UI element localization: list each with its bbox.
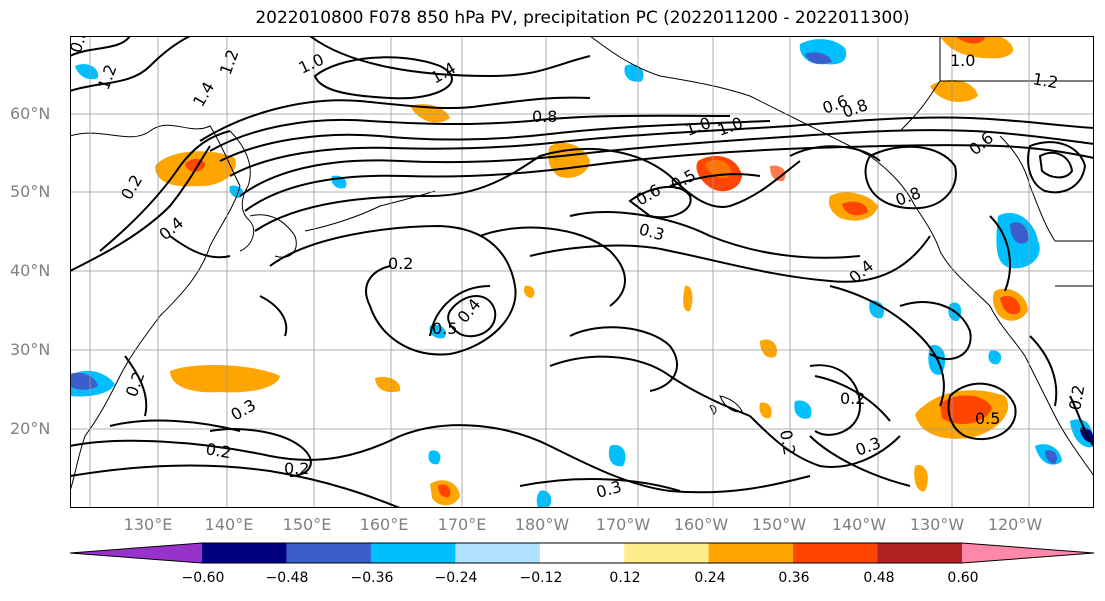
contour-label: 1.2 xyxy=(94,62,121,92)
contour-label: 0.3 xyxy=(637,220,667,245)
contour-label: 0.8 xyxy=(532,107,557,126)
lat-label: 60°N xyxy=(10,104,51,123)
lon-label: 160°E xyxy=(359,515,409,534)
contour-label: 0.3 xyxy=(228,395,260,424)
lon-label: 120°W xyxy=(987,515,1043,534)
coastlines xyxy=(70,36,1094,492)
colorbar-segment xyxy=(793,543,879,563)
contour-label: 1.4 xyxy=(189,78,218,110)
colorbar-segment xyxy=(708,543,794,563)
colorbar-tick: −0.24 xyxy=(434,570,478,586)
contour-label: 0.5 xyxy=(975,409,1000,428)
colorbar-segment xyxy=(455,543,541,563)
map-panel: 0.8 1.2 1.0 1.4 1.4 1.2 1.0 0.8 1.0 0.6 … xyxy=(70,36,1094,508)
colorbar-tick: 0.12 xyxy=(609,570,641,586)
colorbar-tick: −0.60 xyxy=(181,570,225,586)
colorbar-segment xyxy=(286,543,372,563)
lon-label: 130°W xyxy=(909,515,965,534)
colorbar-segments xyxy=(69,542,1095,564)
contour-label: 1.0 xyxy=(950,51,975,70)
colorbar-segment xyxy=(539,543,625,563)
colorbar-tick: −0.48 xyxy=(265,570,309,586)
colorbar-segment xyxy=(70,543,202,563)
contour-label: 1.0 xyxy=(683,113,713,140)
colorbar-segment xyxy=(877,543,963,563)
contour-label: 0.6 xyxy=(633,180,665,209)
precip-shading xyxy=(70,36,1094,508)
contour-label: 0.8 xyxy=(70,36,92,55)
contour-label: 0.8 xyxy=(893,183,923,210)
contour-label: 1.0 xyxy=(296,50,327,78)
lon-label: 160°W xyxy=(673,515,729,534)
lon-label: 130°E xyxy=(123,515,173,534)
contour-label: 0.2 xyxy=(388,254,413,273)
colorbar-segment xyxy=(962,543,1094,563)
lat-label: 20°N xyxy=(10,419,51,438)
lon-label: 170°E xyxy=(437,515,487,534)
contour-label: 0.2 xyxy=(776,428,799,456)
contour-label: 1.0 xyxy=(715,113,745,140)
contour-label: 0.5 xyxy=(668,165,700,194)
colorbar-tick: 0.60 xyxy=(947,570,979,586)
contour-label: 0.4 xyxy=(454,295,485,327)
lon-label: 170°W xyxy=(595,515,651,534)
contour-label: 0.5 xyxy=(432,319,457,338)
pv-contours xyxy=(70,36,1094,508)
colorbar-tick: 0.24 xyxy=(694,570,726,586)
colorbar-tick: 0.36 xyxy=(778,570,810,586)
colorbar-tick: −0.12 xyxy=(519,570,563,586)
contour-label: 0.4 xyxy=(155,213,187,244)
colorbar-segment xyxy=(370,543,456,563)
lat-label: 30°N xyxy=(10,340,51,359)
contour-label: 0.2 xyxy=(1065,383,1088,411)
contour-label: 0.2 xyxy=(204,439,232,462)
contour-label: 0.2 xyxy=(117,171,146,203)
colorbar-segment xyxy=(202,543,287,563)
lon-label: 140°W xyxy=(831,515,887,534)
colorbar-segment xyxy=(624,543,710,563)
lon-label: 180°W xyxy=(514,515,570,534)
contour-label: 1.2 xyxy=(1031,69,1059,92)
lon-label: 150°W xyxy=(751,515,807,534)
contour-label: 0.2 xyxy=(840,389,865,408)
lon-label: 140°E xyxy=(204,515,254,534)
map-canvas: 0.8 1.2 1.0 1.4 1.4 1.2 1.0 0.8 1.0 0.6 … xyxy=(70,36,1094,508)
colorbar-tick: 0.48 xyxy=(863,570,895,586)
contour-label: 0.3 xyxy=(853,433,883,460)
lat-label: 50°N xyxy=(10,182,51,201)
colorbar xyxy=(69,542,1095,564)
contour-label: 1.2 xyxy=(216,47,243,77)
contour-label: 0.2 xyxy=(284,459,309,478)
lat-label: 40°N xyxy=(10,261,51,280)
colorbar-tick: −0.36 xyxy=(350,570,394,586)
contour-label: 0.3 xyxy=(594,477,624,502)
colorbar-outline xyxy=(69,542,1095,564)
map-title: 2022010800 F078 850 hPa PV, precipitatio… xyxy=(255,8,910,28)
gridlines xyxy=(70,36,1094,508)
lon-label: 150°E xyxy=(282,515,332,534)
